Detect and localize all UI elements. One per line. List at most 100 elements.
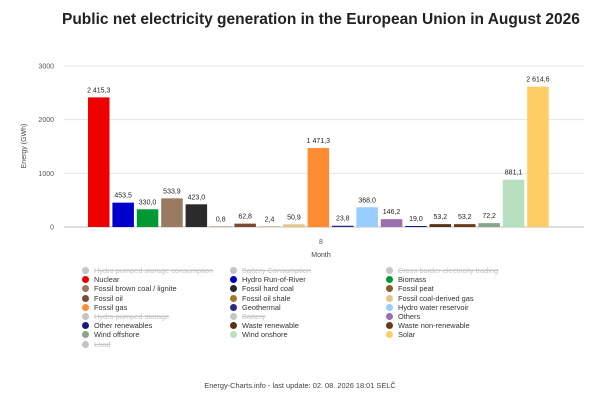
legend-swatch-icon — [230, 303, 237, 311]
y-axis-title: Energy (GWh) — [21, 124, 28, 169]
legend-swatch-icon — [82, 331, 89, 339]
data-label: 19,0 — [409, 216, 423, 223]
data-label: 50,9 — [287, 214, 301, 221]
y-tick-label: 1000 — [38, 171, 54, 178]
legend-item-fossil-brown-coal-lignite[interactable]: Fossil brown coal / lignite — [82, 284, 230, 293]
data-label: 881,1 — [505, 170, 523, 177]
legend-swatch-icon — [386, 313, 393, 321]
data-label: 2 415,3 — [87, 87, 110, 94]
legend-label: Geothermal — [242, 302, 281, 312]
legend-swatch-icon — [386, 267, 393, 275]
bar-wind-offshore[interactable] — [478, 223, 500, 227]
data-label: 0,8 — [216, 217, 226, 224]
legend-label: Battery Consumption — [242, 266, 312, 275]
legend-item-fossil-peat[interactable]: Fossil peat — [386, 284, 546, 293]
legend-item-waste-renewable[interactable]: Waste renewable — [230, 321, 386, 330]
legend-item-battery-consumption[interactable]: Battery Consumption — [230, 266, 386, 275]
legend-item-fossil-gas[interactable]: Fossil gas — [82, 303, 230, 312]
legend-swatch-icon — [82, 313, 89, 321]
legend-item-fossil-oil-shale[interactable]: Fossil oil shale — [230, 294, 386, 303]
legend-item-fossil-hard-coal[interactable]: Fossil hard coal — [230, 284, 386, 293]
bar-fossil-gas[interactable] — [307, 148, 330, 227]
legend-label: Fossil hard coal — [242, 284, 294, 294]
legend-label: Waste renewable — [242, 321, 299, 331]
legend-label: Wind offshore — [94, 330, 140, 340]
data-label: 62,8 — [238, 214, 252, 221]
legend-label: Solar — [398, 330, 416, 340]
bar-fossil-coal-derived-gas[interactable] — [283, 224, 305, 227]
bar-fossil-brown-coal-lignite[interactable] — [161, 198, 183, 227]
legend-swatch-icon — [230, 285, 237, 293]
bar-biomass[interactable] — [136, 209, 159, 227]
legend-label: Fossil gas — [94, 302, 128, 312]
chart-title: Public net electricity generation in the… — [62, 11, 580, 28]
legend-label: Fossil brown coal / lignite — [94, 284, 177, 294]
bar-wind-onshore[interactable] — [502, 179, 525, 227]
legend-label: Fossil oil — [94, 293, 123, 303]
legend-label: Hydro pumped storage — [94, 311, 170, 321]
legend-item-load[interactable]: Load — [82, 340, 230, 349]
legend-item-biomass[interactable]: Biomass — [386, 275, 546, 284]
legend-item-solar[interactable]: Solar — [386, 330, 546, 339]
data-label: 146,2 — [383, 209, 401, 216]
legend-swatch-icon — [230, 267, 237, 275]
bar-waste-renewable[interactable] — [429, 224, 452, 227]
legend-item-hydro-pumped-storage[interactable]: Hydro pumped storage — [82, 312, 230, 321]
footer-update-note: Energy-Charts.info - last update: 02. 08… — [204, 381, 396, 390]
bar-solar[interactable] — [527, 86, 549, 227]
legend-swatch-icon — [82, 285, 89, 293]
legend-label: Fossil oil shale — [242, 293, 291, 303]
legend-item-other-renewables[interactable]: Other renewables — [82, 321, 230, 330]
bar-fossil-hard-coal[interactable] — [185, 204, 208, 227]
data-label: 533,9 — [163, 188, 181, 195]
data-label: 423,0 — [188, 194, 206, 201]
legend-item-hydro-water-reservoir[interactable]: Hydro water reservoir — [386, 303, 546, 312]
legend-swatch-icon — [386, 331, 393, 339]
data-label: 330,0 — [139, 199, 157, 206]
y-tick-label: 2000 — [38, 117, 54, 124]
legend-label: Hydro water reservoir — [398, 302, 469, 312]
data-label: 53,2 — [434, 214, 448, 221]
bar-hydro-water-reservoir[interactable] — [356, 207, 378, 227]
legend-item-nuclear[interactable]: Nuclear — [82, 275, 230, 284]
legend-item-cross-border-electricity-trading[interactable]: Cross border electricity trading — [386, 266, 546, 275]
legend-swatch-icon — [82, 294, 89, 302]
bar-others[interactable] — [380, 219, 403, 227]
bar-fossil-oil[interactable] — [234, 223, 256, 227]
legend-item-wind-offshore[interactable]: Wind offshore — [82, 330, 230, 339]
legend-item-geothermal[interactable]: Geothermal — [230, 303, 386, 312]
bar-other-renewables[interactable] — [405, 225, 427, 227]
legend-swatch-icon — [386, 322, 393, 330]
legend-swatch-icon — [82, 267, 89, 275]
legend-label: Nuclear — [94, 275, 120, 285]
legend-label: Fossil coal-derived gas — [398, 293, 474, 303]
legend-swatch-icon — [386, 294, 393, 302]
legend-item-hydro-pumped-storage-consumption[interactable]: Hydro pumped storage consumption — [82, 266, 230, 275]
legend: Hydro pumped storage consumption Battery … — [82, 266, 552, 349]
legend-label: Wind onshore — [242, 330, 288, 340]
legend-swatch-icon — [386, 276, 393, 284]
y-tick-label: 0 — [50, 225, 54, 232]
data-label: 72,2 — [482, 213, 496, 220]
legend-item-hydro-run-of-river[interactable]: Hydro Run-of-River — [230, 275, 386, 284]
legend-swatch-icon — [230, 331, 237, 339]
legend-label: Battery — [242, 311, 266, 321]
bar-geothermal[interactable] — [332, 225, 354, 227]
legend-item-fossil-coal-derived-gas[interactable]: Fossil coal-derived gas — [386, 294, 546, 303]
legend-swatch-icon — [230, 313, 237, 321]
legend-label: Cross border electricity trading — [398, 266, 499, 275]
bar-hydro-run-of-river[interactable] — [112, 202, 134, 227]
legend-item-battery[interactable]: Battery — [230, 312, 386, 321]
legend-item-fossil-oil[interactable]: Fossil oil — [82, 294, 230, 303]
legend-item-waste-non-renewable[interactable]: Waste non-renewable — [386, 321, 546, 330]
legend-item-wind-onshore[interactable]: Wind onshore — [230, 330, 386, 339]
bar-waste-non-renewable[interactable] — [454, 224, 476, 227]
legend-item-others[interactable]: Others — [386, 312, 546, 321]
data-label: 453,5 — [114, 193, 132, 200]
legend-label: Hydro Run-of-River — [242, 275, 306, 285]
data-label: 53,2 — [458, 214, 472, 221]
data-label: 23,8 — [336, 216, 350, 223]
bar-nuclear[interactable] — [88, 97, 110, 227]
legend-swatch-icon — [82, 303, 89, 311]
